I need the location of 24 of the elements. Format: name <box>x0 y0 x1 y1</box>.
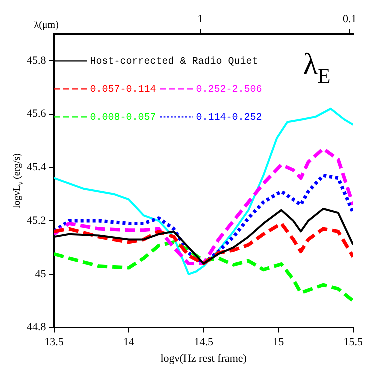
x-tick-label: 14 <box>124 336 136 348</box>
line-series <box>54 147 354 266</box>
y-tick-label: 45.6 <box>27 108 47 120</box>
line-series <box>54 240 354 303</box>
y-tick-label: 45.4 <box>27 162 47 174</box>
x-tick-label: 15.5 <box>344 336 364 348</box>
legend-label: 0.252-2.506 <box>196 84 262 96</box>
y-tick-label: 45 <box>35 268 47 280</box>
legend-label: 0.057-0.114 <box>90 84 156 96</box>
x2-tick-label: 1 <box>198 13 204 26</box>
legend-label: 0.114-0.252 <box>196 112 262 124</box>
x2-axis-title: λ(μm) <box>34 20 59 32</box>
x-axis-title: logν(Hz rest frame) <box>160 353 248 365</box>
x2-tick-label: 0.1 <box>343 13 357 26</box>
x-tick-label: 15 <box>273 336 285 348</box>
y-tick-label: 45.2 <box>27 214 46 227</box>
line-series <box>54 174 354 266</box>
legend-label: 0.008-0.057 <box>90 112 156 124</box>
y-tick-label: 45.8 <box>27 54 47 67</box>
y-tick-label: 44.8 <box>27 322 47 334</box>
legend-label: Host-corrected & Radio Quiet <box>90 56 258 68</box>
x-tick-label: 13.5 <box>44 336 64 348</box>
line-series <box>54 222 354 266</box>
x-tick-label: 14.5 <box>194 336 214 348</box>
